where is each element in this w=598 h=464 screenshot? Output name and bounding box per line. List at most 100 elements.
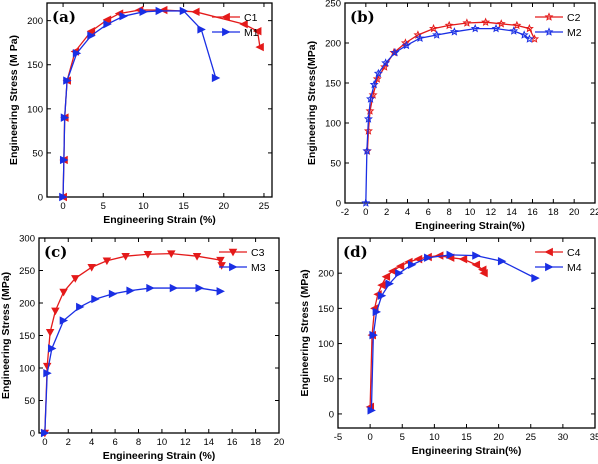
data-point bbox=[361, 198, 371, 207]
x-tick-label: 10 bbox=[465, 207, 476, 218]
data-point bbox=[366, 94, 375, 103]
y-tick-label: 50 bbox=[32, 148, 43, 159]
data-point bbox=[363, 126, 373, 135]
data-point bbox=[216, 287, 225, 296]
x-tick-label: 20 bbox=[569, 207, 580, 218]
x-tick-label: 15 bbox=[461, 432, 472, 443]
data-point bbox=[369, 79, 379, 89]
data-point bbox=[369, 330, 378, 340]
legend-marker bbox=[221, 12, 230, 22]
data-point bbox=[407, 260, 417, 269]
data-point bbox=[363, 114, 373, 123]
data-point bbox=[139, 7, 148, 17]
x-tick-label: 0 bbox=[363, 207, 368, 218]
x-tick-label: 4 bbox=[89, 437, 94, 448]
panel-label: (c) bbox=[44, 243, 67, 261]
data-point bbox=[119, 12, 128, 21]
x-tick-label: 4 bbox=[405, 207, 410, 218]
data-point bbox=[86, 27, 96, 36]
y-tick-label: 150 bbox=[27, 60, 43, 71]
x-tick-label: 10 bbox=[138, 201, 149, 212]
chart-panel-1: 0 5 10 15 20 25 0 50 100 150 200 Engineering Strain… bbox=[8, 2, 273, 226]
panel-label: (b) bbox=[350, 8, 375, 26]
legend-entry-C1: C1 bbox=[212, 12, 258, 24]
y-tick-label: 100 bbox=[27, 104, 43, 115]
panel-label: (a) bbox=[52, 8, 76, 26]
y-tick-label: 200 bbox=[27, 16, 43, 27]
series-line bbox=[44, 287, 221, 434]
legend-label: M1 bbox=[244, 27, 259, 39]
y-tick-label: 200 bbox=[325, 39, 341, 50]
data-point bbox=[462, 18, 472, 27]
data-point bbox=[365, 106, 375, 115]
x-tick-label: 12 bbox=[180, 437, 191, 448]
y-tick-label: 150 bbox=[318, 304, 334, 315]
series-C3 bbox=[40, 250, 226, 438]
y-axis-title: Engineering Stress(MPa) bbox=[306, 41, 318, 165]
data-point bbox=[191, 7, 200, 17]
series-C2 bbox=[362, 17, 540, 155]
x-tick-label: 10 bbox=[157, 437, 168, 448]
y-tick-label: 250 bbox=[19, 266, 35, 277]
data-point bbox=[471, 260, 481, 269]
x-tick-label: 0 bbox=[60, 201, 65, 212]
data-point bbox=[102, 15, 112, 24]
x-tick-label: -5 bbox=[334, 432, 342, 443]
legend-marker bbox=[222, 27, 231, 37]
legend-entry-M2: M2 bbox=[535, 27, 582, 39]
data-point bbox=[429, 23, 439, 33]
data-point bbox=[42, 362, 52, 371]
data-point bbox=[524, 23, 534, 33]
data-point bbox=[239, 19, 248, 29]
y-tick-label: 0 bbox=[329, 409, 334, 420]
data-point bbox=[381, 58, 391, 67]
y-tick-label: 50 bbox=[323, 374, 334, 385]
data-point bbox=[211, 73, 221, 83]
data-point bbox=[155, 6, 165, 16]
legend-label: C1 bbox=[244, 12, 258, 24]
data-point bbox=[253, 27, 262, 36]
data-point bbox=[381, 272, 391, 281]
data-point bbox=[217, 262, 226, 270]
x-tick-label: 30 bbox=[558, 432, 569, 443]
legend-marker bbox=[229, 262, 238, 272]
data-point bbox=[195, 283, 204, 293]
x-tick-label: 12 bbox=[486, 207, 497, 218]
data-point bbox=[76, 302, 85, 312]
data-point bbox=[146, 283, 155, 293]
y-axis-title: Engineering Stress (MPa) bbox=[0, 272, 12, 399]
legend-entry-M4: M4 bbox=[535, 262, 582, 274]
series-M1 bbox=[59, 6, 221, 202]
x-tick-label: 5 bbox=[101, 201, 106, 212]
data-point bbox=[377, 291, 387, 300]
data-point bbox=[446, 250, 455, 260]
x-tick-label: 14 bbox=[203, 437, 214, 448]
data-point bbox=[470, 23, 480, 33]
data-point bbox=[158, 5, 168, 15]
y-tick-label: 150 bbox=[19, 331, 35, 342]
y-tick-label: 0 bbox=[336, 199, 341, 210]
x-tick-label: 8 bbox=[447, 207, 452, 218]
x-tick-label: 25 bbox=[525, 432, 536, 443]
y-tick-label: 200 bbox=[19, 299, 35, 310]
y-axis-title: Engineering Stress (M Pa) bbox=[8, 35, 20, 165]
series-line bbox=[365, 27, 530, 204]
data-point bbox=[362, 146, 372, 155]
data-point bbox=[197, 25, 206, 34]
x-tick-label: 0 bbox=[367, 432, 372, 443]
data-point bbox=[372, 74, 382, 83]
data-point bbox=[444, 20, 454, 30]
y-tick-label: 50 bbox=[330, 159, 341, 170]
y-tick-label: 0 bbox=[30, 429, 35, 440]
y-tick-label: 250 bbox=[325, 0, 341, 10]
data-point bbox=[43, 368, 52, 378]
x-tick-label: 6 bbox=[426, 207, 431, 218]
data-point bbox=[126, 286, 135, 295]
data-point bbox=[91, 294, 100, 304]
data-point bbox=[102, 257, 112, 266]
data-point bbox=[481, 17, 491, 27]
data-point bbox=[385, 279, 394, 288]
data-point bbox=[179, 6, 189, 16]
data-point bbox=[401, 40, 411, 50]
data-point bbox=[395, 268, 404, 278]
